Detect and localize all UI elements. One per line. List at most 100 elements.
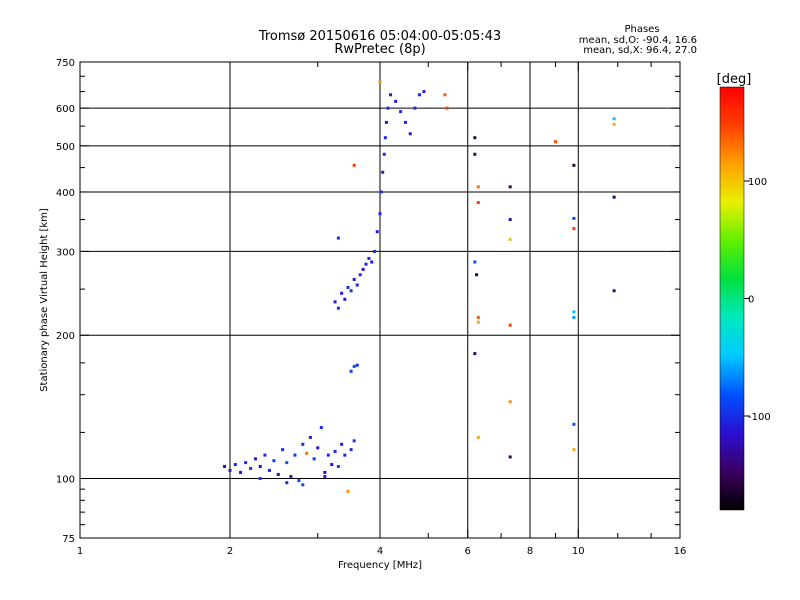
data-point <box>508 218 512 222</box>
data-point <box>572 227 576 231</box>
data-point <box>612 117 616 121</box>
x-axis-label: Frequency [MHz] <box>338 560 422 571</box>
data-point <box>553 140 557 144</box>
data-point <box>386 106 390 110</box>
data-point <box>308 435 312 439</box>
data-point <box>508 237 512 241</box>
data-point <box>233 463 237 467</box>
data-point <box>508 185 512 189</box>
data-point <box>373 249 377 253</box>
data-point <box>370 260 374 264</box>
data-point <box>349 448 353 452</box>
data-point <box>383 136 387 140</box>
data-point <box>343 453 347 457</box>
ticks: 1 2 4 6 8 10 16 75 100 200 300 400 500 600 750 <box>56 58 686 557</box>
data-point <box>361 267 365 271</box>
data-point <box>355 283 359 287</box>
y-tick-label: 200 <box>56 331 75 342</box>
data-point <box>572 310 576 314</box>
data-point <box>572 216 576 220</box>
data-point <box>281 448 285 452</box>
data-point <box>258 464 262 468</box>
data-point <box>381 170 385 174</box>
data-point <box>572 422 576 426</box>
data-point <box>323 474 327 478</box>
colorbar <box>719 86 745 511</box>
data-point <box>352 439 356 443</box>
y-tick-label: 600 <box>56 104 75 115</box>
data-point <box>612 122 616 126</box>
plot-grid <box>80 62 680 538</box>
data-point <box>323 470 327 474</box>
colorbar-ticks: 100 0 -100 <box>744 177 771 423</box>
data-point <box>408 132 412 136</box>
data-point <box>508 400 512 404</box>
x-tick-label: 2 <box>227 546 233 557</box>
colorbar-tick-label: 0 <box>748 295 754 306</box>
y-tick-label: 300 <box>56 247 75 258</box>
data-point <box>375 230 379 234</box>
data-point <box>340 291 344 295</box>
data-point <box>422 90 426 94</box>
data-point <box>336 464 340 468</box>
x-tick-label: 1 <box>77 546 83 557</box>
data-point <box>346 489 350 493</box>
data-point <box>301 442 305 446</box>
data-point <box>355 363 359 367</box>
data-point <box>285 461 289 465</box>
data-point <box>340 442 344 446</box>
y-tick-label: 750 <box>56 58 75 69</box>
data-point <box>352 364 356 368</box>
data-point <box>403 120 407 124</box>
data-point <box>267 468 271 472</box>
x-tick-label: 8 <box>527 546 533 557</box>
data-point <box>378 212 382 216</box>
data-point <box>473 152 477 156</box>
data-point <box>297 479 301 483</box>
data-point <box>349 289 353 293</box>
x-tick-label: 16 <box>674 546 687 557</box>
data-point <box>336 306 340 310</box>
data-point <box>378 80 382 84</box>
colorbar-tick-label: -100 <box>748 412 771 423</box>
x-tick-label: 10 <box>572 546 585 557</box>
data-point <box>319 425 323 429</box>
data-point <box>572 163 576 167</box>
data-point <box>572 315 576 319</box>
data-point <box>333 300 337 304</box>
data-point <box>389 93 393 97</box>
data-point <box>352 163 356 167</box>
data-point <box>358 273 362 277</box>
data-point <box>276 472 280 476</box>
data-point <box>508 455 512 459</box>
data-point <box>285 481 289 485</box>
data-point <box>301 483 305 487</box>
data-point <box>352 277 356 281</box>
data-point <box>346 285 350 289</box>
data-point <box>336 236 340 240</box>
data-point <box>367 256 371 260</box>
data-point <box>443 93 447 97</box>
data-point <box>326 453 330 457</box>
data-point <box>244 461 248 465</box>
y-tick-label: 100 <box>56 475 75 486</box>
data-point <box>316 446 320 450</box>
data-point <box>476 185 480 189</box>
data-point <box>612 289 616 293</box>
data-point <box>476 435 480 439</box>
data-point <box>239 470 243 474</box>
data-point <box>330 463 334 467</box>
data-point <box>263 453 267 457</box>
y-axis-label: Stationary phase Virtual Height [km] <box>39 208 50 392</box>
data-point <box>572 448 576 452</box>
data-point <box>508 323 512 327</box>
data-point <box>312 457 316 461</box>
data-point <box>228 468 232 472</box>
data-point <box>293 453 297 457</box>
data-point <box>612 195 616 199</box>
data-point <box>253 457 257 461</box>
y-tick-label: 75 <box>62 534 75 545</box>
data-point <box>473 352 477 356</box>
data-point <box>382 152 386 156</box>
